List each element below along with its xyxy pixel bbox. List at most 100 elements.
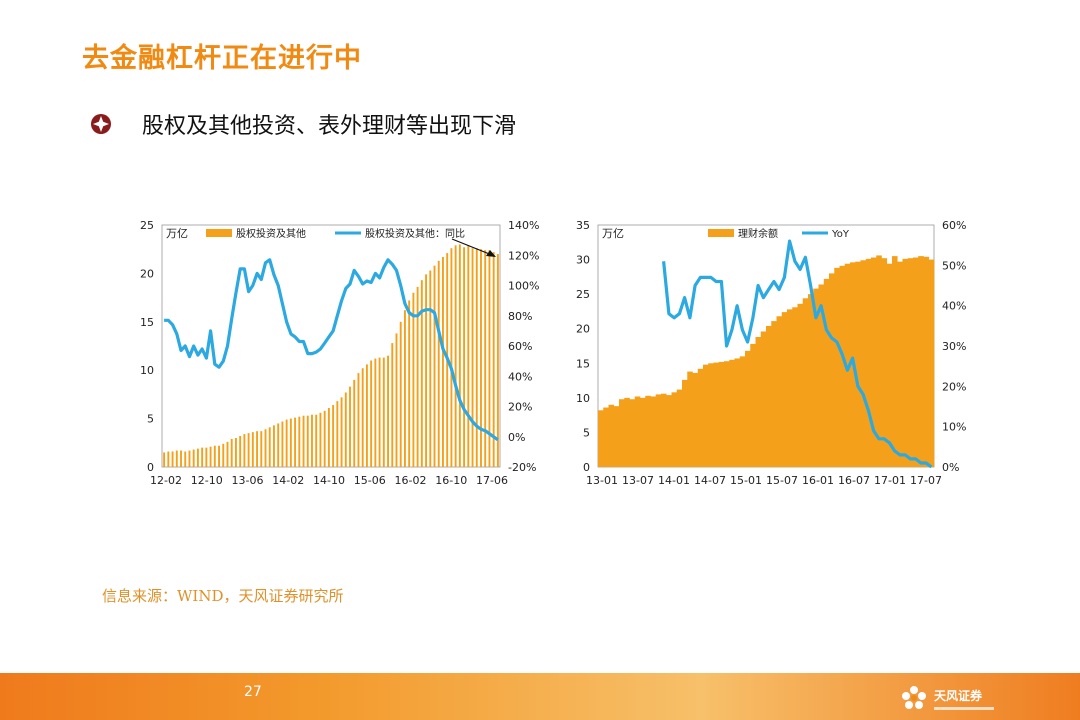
bar <box>829 273 835 467</box>
y-right-tick-label: 60% <box>508 340 532 353</box>
bar <box>289 418 292 467</box>
bar <box>708 363 714 467</box>
bar <box>378 357 381 467</box>
x-tick-label: 15-01 <box>730 474 762 487</box>
bar <box>323 410 326 467</box>
bar <box>797 303 804 467</box>
legend-label: 理财余额 <box>738 227 778 240</box>
x-tick-label: 15-06 <box>354 474 386 487</box>
bar <box>781 312 788 467</box>
bar <box>650 396 657 467</box>
footer-bar <box>0 673 1080 720</box>
bar <box>298 416 301 467</box>
bar <box>480 249 482 467</box>
x-tick-label: 14-02 <box>272 474 304 487</box>
y-right-tick-label: 0% <box>942 461 959 474</box>
bar <box>260 431 263 467</box>
legend-label: YoY <box>831 229 850 240</box>
bar <box>776 316 783 467</box>
unit-label: 万亿 <box>602 227 624 240</box>
bar <box>771 321 777 467</box>
y-left-tick-label: 0 <box>147 461 154 474</box>
y-right-tick-label: 20% <box>508 401 532 414</box>
bar <box>408 300 411 467</box>
bar <box>892 256 898 467</box>
plot-frame <box>161 224 501 468</box>
series-line <box>662 239 933 469</box>
bar <box>188 450 191 467</box>
bar <box>745 350 751 467</box>
bar <box>913 257 919 467</box>
bar <box>268 427 271 467</box>
bar <box>808 294 814 467</box>
bar <box>458 244 461 467</box>
bar <box>281 421 284 467</box>
y-left-tick-label: 20 <box>576 323 590 336</box>
bar <box>881 258 888 467</box>
bar <box>285 419 288 467</box>
bar <box>387 355 389 467</box>
bar <box>907 258 914 467</box>
bar <box>370 360 373 467</box>
x-tick-label: 16-02 <box>395 474 427 487</box>
bar <box>442 256 444 467</box>
bar <box>196 448 199 467</box>
bar <box>403 310 406 467</box>
logo-tagline-bar <box>934 706 994 710</box>
bar <box>302 415 305 467</box>
x-tick-label: 14-10 <box>313 474 345 487</box>
bar <box>682 379 688 467</box>
bar <box>844 263 851 467</box>
source-note: 信息来源：WIND，天风证券研究所 <box>102 587 344 605</box>
bar <box>760 331 767 467</box>
bar <box>201 447 204 467</box>
x-tick-label: 15-07 <box>766 474 798 487</box>
bar <box>855 261 861 467</box>
bar <box>425 274 428 467</box>
bar <box>365 364 368 467</box>
y-right-tick-label: 80% <box>508 310 532 323</box>
bar <box>860 260 867 467</box>
bar <box>818 284 825 467</box>
bar <box>865 258 872 467</box>
bar <box>787 309 793 467</box>
bar <box>311 414 313 467</box>
bar <box>724 361 730 467</box>
legend-swatch-bar <box>708 229 734 237</box>
y-left-tick-label: 5 <box>147 413 154 426</box>
page-number: 27 <box>244 684 262 700</box>
bar <box>171 451 174 467</box>
bullet-row: 股权及其他投资、表外理财等出现下滑 <box>90 108 516 140</box>
bar <box>382 357 385 467</box>
x-tick-label: 16-07 <box>838 474 870 487</box>
bar <box>475 248 478 467</box>
bar <box>834 267 840 467</box>
bar <box>897 261 903 467</box>
bar <box>645 395 651 467</box>
x-tick-label: 13-06 <box>232 474 264 487</box>
bar <box>729 359 735 467</box>
bar <box>629 399 636 467</box>
x-tick-label: 13-07 <box>622 474 654 487</box>
bar <box>813 288 819 467</box>
bar <box>839 265 846 467</box>
bar <box>175 450 178 467</box>
y-right-tick-label: -20% <box>508 461 536 474</box>
bar <box>718 361 725 467</box>
legend-label: 股权投资及其他：同比 <box>365 227 465 240</box>
y-right-tick-label: 10% <box>942 421 966 434</box>
y-left-tick-label: 25 <box>140 219 154 232</box>
bar <box>692 372 699 467</box>
bar <box>713 362 720 467</box>
bar <box>412 292 415 467</box>
bar <box>792 307 798 467</box>
bar <box>251 432 254 467</box>
bar <box>327 407 330 467</box>
bar <box>395 333 398 467</box>
x-tick-label: 12-10 <box>191 474 223 487</box>
x-tick-label: 17-07 <box>910 474 942 487</box>
bar <box>332 405 335 467</box>
y-right-tick-label: 20% <box>942 380 966 393</box>
bar <box>802 298 809 467</box>
bar <box>319 412 322 467</box>
